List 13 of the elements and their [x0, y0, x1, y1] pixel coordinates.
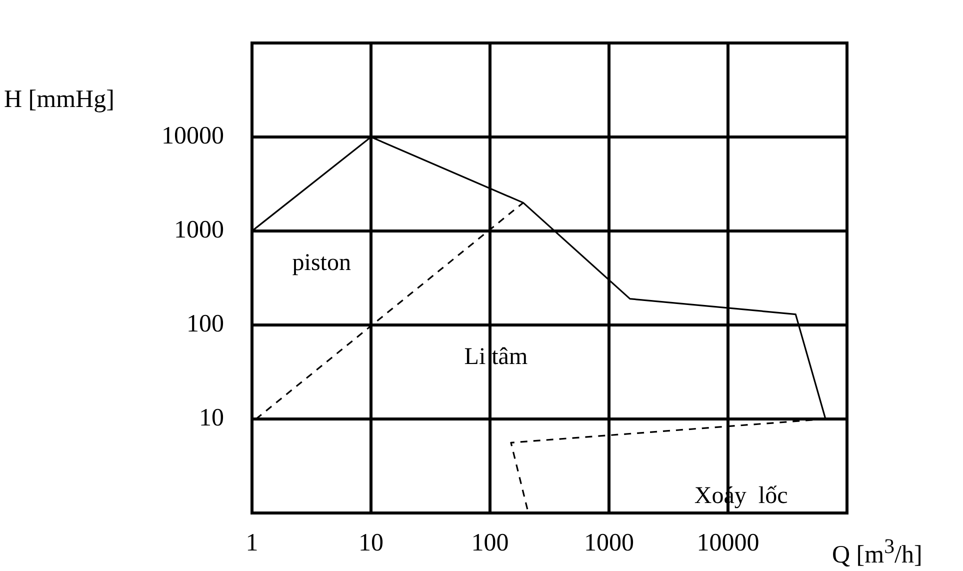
y-tick-label: 10000 [162, 122, 224, 150]
annotation: piston [292, 250, 351, 276]
x-axis-title: Q [m$^{3}$/h] [832, 534, 922, 570]
y-axis-title: H [mmHg] [4, 86, 114, 114]
y-tick-label: 10 [199, 404, 224, 432]
x-tick-label: 10000 [696, 530, 760, 557]
x-tick-label: 1 [246, 530, 258, 557]
x-tick-label: 100 [471, 530, 509, 557]
y-tick-label: 100 [186, 310, 224, 338]
x-tick-label: 10 [358, 530, 384, 557]
x-tick-label: 1000 [584, 530, 634, 557]
y-tick-label: 1000 [174, 216, 224, 244]
annotation: Li tâm [464, 344, 528, 370]
